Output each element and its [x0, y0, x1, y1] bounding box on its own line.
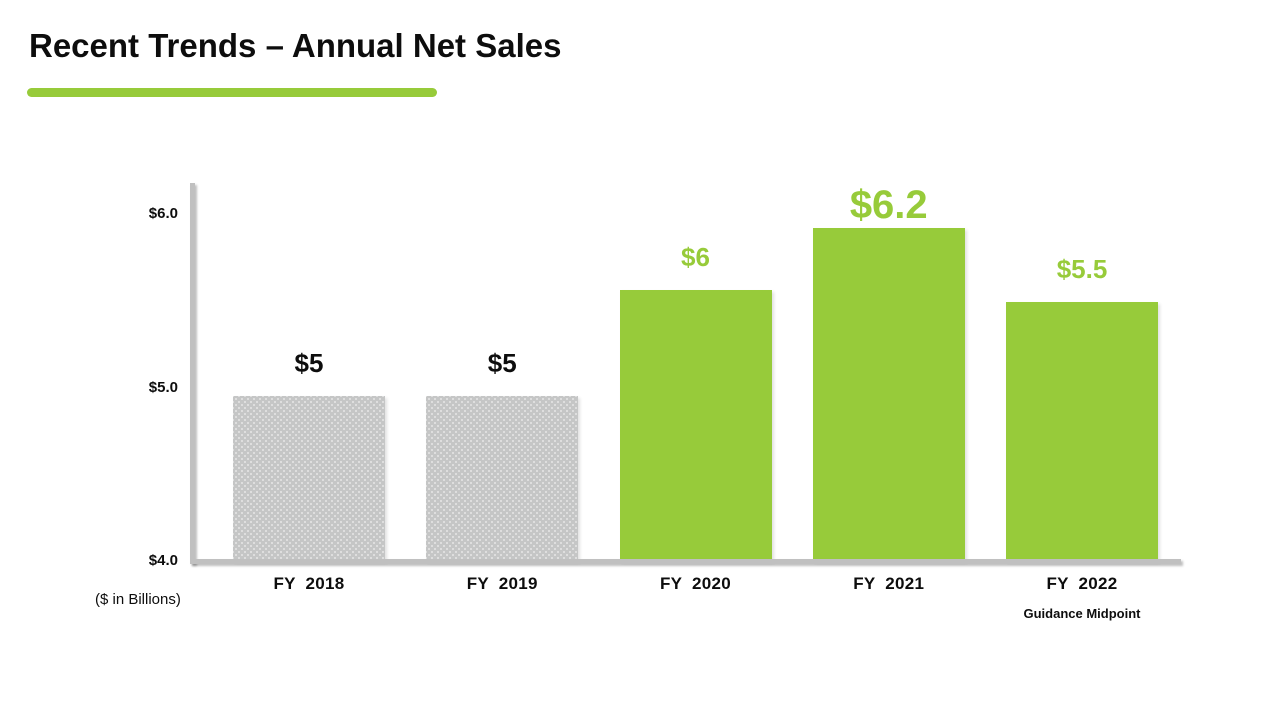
- y-axis-line: [190, 183, 195, 564]
- guidance-midpoint-label: Guidance Midpoint: [1023, 606, 1141, 621]
- bar-value-label-fy-2021: $6.2: [849, 182, 928, 227]
- x-axis-label-fy-2019: FY 2019: [466, 574, 538, 593]
- bar-fy-2020: [619, 290, 772, 561]
- x-axis-label-fy-2018: FY 2018: [273, 574, 345, 593]
- bar-fy-2018: [233, 396, 385, 561]
- bar-fy-2019: [426, 396, 579, 561]
- bar-value-label-fy-2020: $6: [681, 242, 710, 273]
- bar-value-label-fy-2022: $5.5: [1056, 254, 1108, 285]
- bar-fy-2022: [1006, 302, 1158, 561]
- units-footnote: ($ in Billions): [95, 591, 181, 608]
- x-axis-line: [190, 559, 1181, 564]
- title-underline-accent: [27, 88, 437, 97]
- y-axis-label: $6.0: [148, 205, 178, 222]
- bar-value-label-fy-2018: $5: [294, 348, 324, 379]
- y-axis-label: $5.0: [148, 378, 178, 396]
- bar-fy-2021: [812, 227, 965, 561]
- bar-value-label-fy-2019: $5: [487, 348, 517, 379]
- x-axis-label-fy-2022: FY 2022: [1046, 574, 1118, 593]
- slide-title: Recent Trends – Annual Net Sales: [29, 27, 562, 64]
- y-axis-label: $4.0: [148, 552, 178, 569]
- x-axis-label-fy-2021: FY 2021: [853, 574, 925, 593]
- x-axis-label-fy-2020: FY 2020: [659, 574, 732, 593]
